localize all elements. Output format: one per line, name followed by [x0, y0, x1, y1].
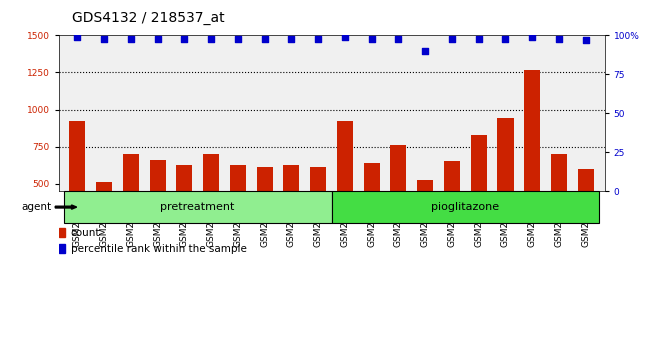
Bar — [524, 69, 540, 258]
Bar — [444, 161, 460, 258]
Point — [367, 36, 377, 41]
Bar — [64, 191, 332, 223]
Point — [473, 36, 484, 41]
Point — [500, 36, 511, 41]
Point — [340, 34, 350, 40]
Point — [527, 34, 538, 40]
Point — [72, 34, 83, 40]
Point — [313, 36, 323, 41]
Text: count: count — [70, 228, 100, 238]
Bar — [176, 165, 192, 258]
Bar — [337, 121, 353, 258]
Point — [447, 36, 457, 41]
Text: percentile rank within the sample: percentile rank within the sample — [70, 244, 246, 254]
Bar — [283, 165, 300, 258]
Point — [259, 36, 270, 41]
Bar — [497, 119, 514, 258]
Bar — [332, 191, 599, 223]
Bar — [257, 167, 272, 258]
Point — [179, 36, 190, 41]
Bar — [96, 182, 112, 258]
Text: pretreatment: pretreatment — [161, 202, 235, 212]
Bar — [578, 169, 594, 258]
Point — [286, 36, 296, 41]
Point — [393, 36, 404, 41]
Point — [554, 36, 564, 41]
Bar — [150, 160, 166, 258]
Bar — [391, 145, 406, 258]
Bar — [123, 154, 139, 258]
Point — [125, 36, 136, 41]
Bar — [203, 154, 219, 258]
Bar — [310, 167, 326, 258]
Point — [152, 36, 162, 41]
Text: GDS4132 / 218537_at: GDS4132 / 218537_at — [72, 11, 224, 25]
Point — [420, 48, 430, 54]
Text: pioglitazone: pioglitazone — [431, 202, 499, 212]
Bar — [551, 154, 567, 258]
Bar — [69, 121, 85, 258]
Point — [580, 37, 591, 43]
Point — [233, 36, 243, 41]
Bar — [58, 228, 65, 237]
Bar — [363, 163, 380, 258]
Bar — [471, 135, 487, 258]
Text: agent: agent — [22, 202, 52, 212]
Bar — [417, 180, 433, 258]
Bar — [58, 244, 65, 253]
Bar — [230, 165, 246, 258]
Point — [99, 36, 109, 41]
Point — [206, 36, 216, 41]
